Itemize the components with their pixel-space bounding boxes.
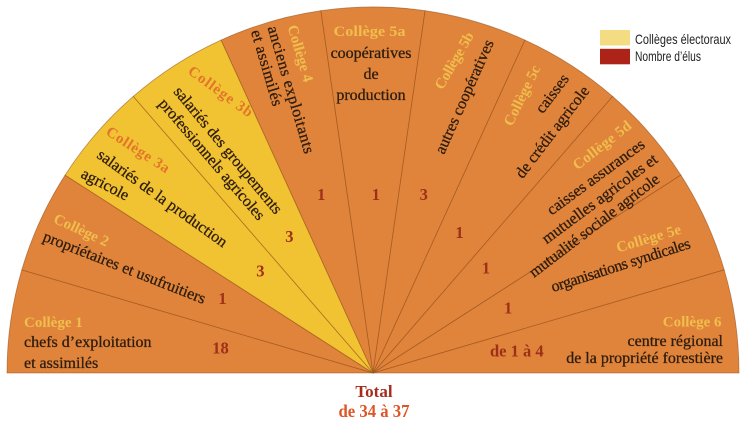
svg-text:Collège 5a: Collège 5a xyxy=(334,24,407,40)
svg-text:1: 1 xyxy=(504,298,512,317)
svg-text:18: 18 xyxy=(212,339,229,358)
svg-text:Collèges électoraux: Collèges électoraux xyxy=(635,31,731,47)
svg-text:centre régional: centre régional xyxy=(628,333,724,350)
svg-text:Nombre d’élus: Nombre d’élus xyxy=(635,48,701,64)
svg-text:production: production xyxy=(336,87,405,104)
svg-text:1: 1 xyxy=(482,259,490,278)
svg-text:Total: Total xyxy=(355,382,392,401)
svg-text:3: 3 xyxy=(420,185,428,204)
svg-text:1: 1 xyxy=(455,223,463,242)
svg-text:1: 1 xyxy=(317,185,325,204)
svg-text:de la propriété forestière: de la propriété forestière xyxy=(566,350,723,367)
svg-text:de 34 à 37: de 34 à 37 xyxy=(339,401,410,421)
svg-text:de: de xyxy=(363,66,378,83)
svg-text:1: 1 xyxy=(218,289,226,308)
svg-text:coopératives: coopératives xyxy=(331,45,412,62)
svg-text:3: 3 xyxy=(256,262,264,281)
svg-text:chefs d’exploitation: chefs d’exploitation xyxy=(24,334,152,351)
svg-text:de 1 à 4: de 1 à 4 xyxy=(490,342,544,361)
svg-text:Collège 6: Collège 6 xyxy=(663,315,722,331)
svg-text:et assimilés: et assimilés xyxy=(24,355,98,372)
svg-text:3: 3 xyxy=(285,227,293,246)
svg-text:1: 1 xyxy=(372,185,380,204)
svg-text:Collège 1: Collège 1 xyxy=(24,315,83,331)
